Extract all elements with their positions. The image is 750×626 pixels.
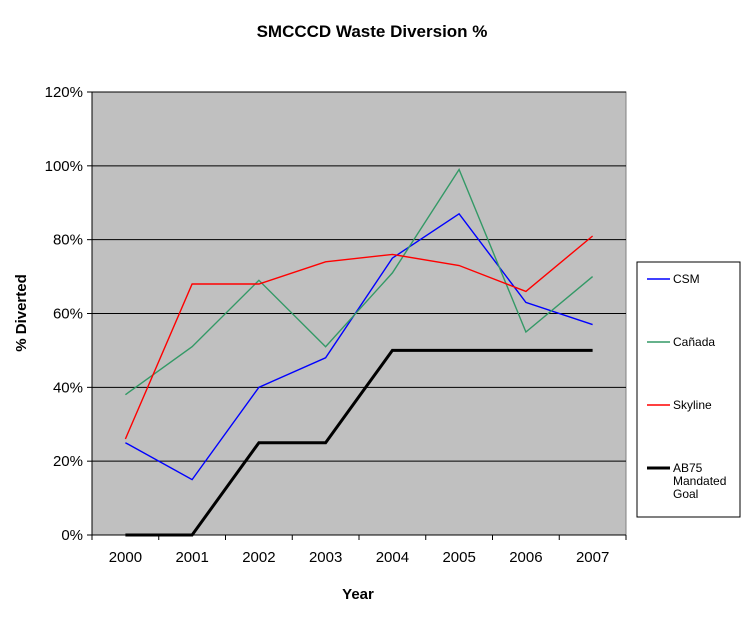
x-tick-label: 2002 (242, 549, 275, 566)
series-line-ca-ada (124, 167, 594, 396)
legend-box (636, 261, 741, 518)
x-tick-label: 2006 (509, 549, 542, 566)
x-tick-label: 2000 (109, 549, 142, 566)
y-tick-label: 120% (45, 84, 83, 101)
legend-label: Cañada (673, 335, 715, 349)
gridlines (92, 91, 626, 462)
y-tick-label: 0% (61, 527, 83, 544)
legend-label: CSM (673, 272, 700, 286)
series-lines (124, 167, 594, 537)
y-tick-label: 40% (53, 379, 83, 396)
x-tick-label: 2004 (376, 549, 409, 566)
legend-label: AB75 Mandated Goal (673, 461, 726, 501)
legend: CSM Cañada Skyline AB75 Mandated Goal (636, 261, 741, 518)
x-tick-label: 2003 (309, 549, 342, 566)
chart-title: SMCCCD Waste Diversion % (257, 22, 488, 41)
legend-label: Skyline (673, 398, 712, 412)
y-tick-label: 60% (53, 306, 83, 323)
series-line-skyline (124, 235, 594, 440)
y-tick-label: 100% (45, 158, 83, 175)
x-tick-label: 2001 (175, 549, 208, 566)
x-axis-title: Year (342, 586, 374, 603)
y-axis-title: % Diverted (13, 274, 30, 352)
y-tick-label: 20% (53, 453, 83, 470)
y-tick-label: 80% (53, 232, 83, 249)
x-tick-label: 2005 (442, 549, 475, 566)
series-line-ab75-mandated-goal (125, 348, 593, 537)
x-tick-label: 2007 (576, 549, 609, 566)
